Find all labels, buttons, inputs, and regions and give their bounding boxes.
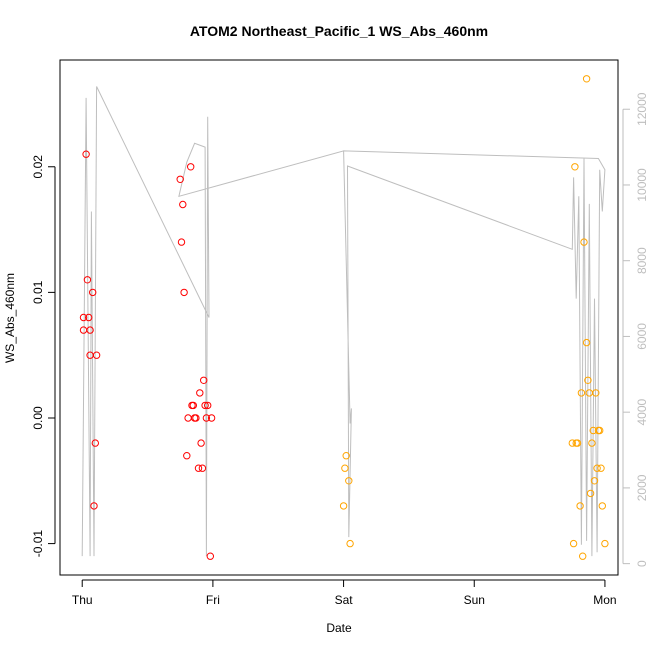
data-point [586,489,595,498]
data-point [579,552,587,560]
data-point [86,326,94,334]
y-tick-label: -0.01 [31,530,45,558]
data-point [577,389,586,397]
data-point [601,539,609,548]
data-point [341,464,349,472]
data-point [582,338,591,347]
data-point [580,238,588,246]
data-point [571,163,579,171]
x-tick-label: Sun [464,593,485,607]
data-point [198,464,207,472]
y-tick-label: 0.01 [31,280,45,304]
data-point [576,502,584,510]
data-point [189,401,198,410]
data-point [568,439,576,447]
y2-tick-label: 8000 [635,247,649,274]
data-point [192,414,200,422]
data-point [206,552,215,560]
data-point [92,351,101,359]
data-point [179,200,187,209]
data-point [582,75,591,83]
data-point [339,502,348,510]
scatter-points-layer [79,75,609,560]
data-point [187,163,195,171]
data-point [588,439,596,447]
x-tick-label: Fri [206,593,220,607]
data-point [176,175,184,184]
x-tick-label: Thu [72,593,93,607]
data-point [197,439,205,447]
data-point [91,439,100,447]
y-axis-left: -0.01 0.00 0.01 0.02 [31,155,56,558]
data-point [204,401,212,410]
data-point [79,313,88,322]
line-series [81,86,606,557]
data-point [597,464,605,472]
data-point [85,313,93,322]
y2-tick-label: 6000 [635,323,649,350]
y2-tick-label: 12000 [635,92,649,126]
data-point [201,401,209,410]
y-axis-right: 0 2000 4000 6000 8000 10000 12000 [622,92,649,567]
data-point [569,539,578,548]
data-point [598,502,606,510]
y-tick-label: 0.02 [31,155,45,179]
x-tick-label: Mon [593,593,616,607]
data-point [590,477,599,485]
y2-tick-label: 4000 [635,398,649,425]
y-axis-label: WS_Abs_460nm [3,273,17,363]
data-point [82,150,90,158]
data-point [79,326,88,334]
y2-tick-label: 2000 [635,474,649,501]
x-axis-label: Date [326,621,352,635]
data-point [89,288,97,297]
chart-title: ATOM2 Northeast_Pacific_1 WS_Abs_460nm [190,23,488,39]
data-point [202,414,211,422]
data-point [194,464,203,472]
data-point [196,389,204,397]
data-point [585,389,593,397]
data-point [584,376,592,384]
data-point [83,276,92,284]
data-point [573,439,582,447]
x-axis: Thu Fri Sat Sun Mon [72,579,617,607]
y2-tick-label: 10000 [635,168,649,202]
data-point [207,414,216,422]
data-point [345,477,353,485]
data-point [180,288,188,297]
data-point [184,414,192,422]
x-tick-label: Sat [335,593,354,607]
data-point [342,452,350,460]
plot-frame [59,59,619,576]
data-point [596,426,604,435]
y2-tick-label: 0 [635,560,649,567]
data-point [90,502,98,510]
data-point [177,238,186,246]
line-series-layer [81,86,606,557]
data-point [346,539,354,548]
data-point [592,389,600,397]
data-point [593,464,601,472]
y-tick-label: 0.00 [31,406,45,430]
data-point [183,452,191,460]
data-point [200,376,208,384]
